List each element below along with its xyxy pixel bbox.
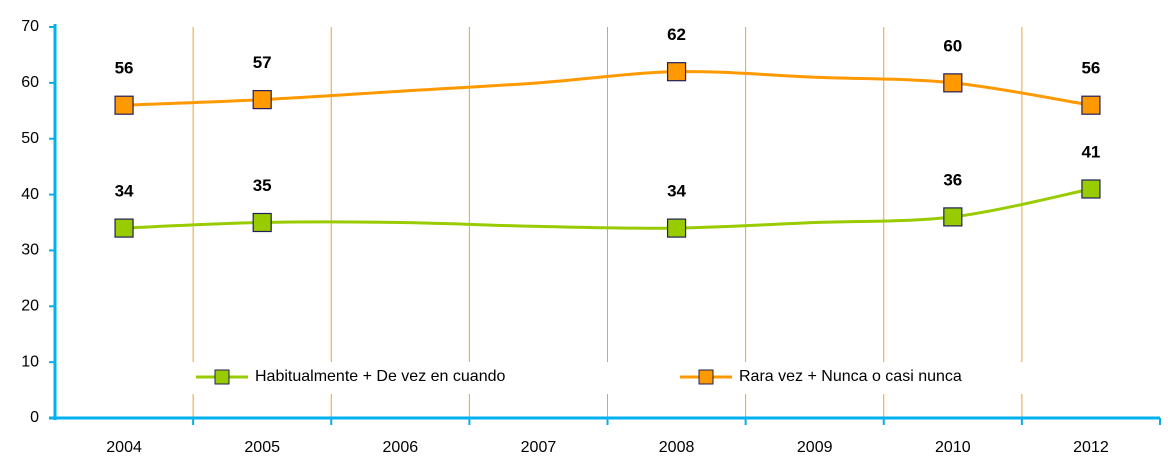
data-label: 60 — [943, 36, 962, 55]
marker — [666, 218, 687, 238]
x-tick-label: 2007 — [521, 439, 557, 456]
legend-marker — [214, 369, 230, 385]
y-tick-label: 10 — [21, 353, 39, 370]
y-tick-label: 60 — [21, 74, 39, 91]
y-tick-label: 40 — [21, 186, 39, 203]
data-label: 62 — [667, 25, 686, 44]
y-tick-label: 0 — [30, 409, 39, 426]
marker — [943, 73, 963, 93]
y-tick-label: 20 — [21, 298, 39, 315]
x-tick-label: 2012 — [1073, 439, 1109, 456]
legend-marker — [698, 369, 714, 385]
marker — [666, 62, 687, 82]
series-line — [124, 187, 1092, 230]
legend: Habitualmente + De vez en cuando Rara vez… — [190, 362, 1050, 394]
x-tick-label: 2009 — [797, 439, 833, 456]
data-label: 57 — [253, 53, 272, 72]
data-label: 56 — [1081, 59, 1100, 78]
marker — [114, 95, 134, 115]
x-tick-label: 2010 — [935, 439, 971, 456]
data-label: 35 — [253, 176, 272, 195]
x-tick-label: 2006 — [383, 439, 419, 456]
y-tick-label: 70 — [21, 18, 39, 35]
marker — [252, 90, 272, 110]
x-tick-label: 2004 — [106, 439, 142, 456]
legend-bg — [190, 362, 1050, 394]
x-tick-label: 2005 — [244, 439, 280, 456]
marker — [114, 218, 134, 238]
data-label: 56 — [115, 59, 134, 78]
data-label: 34 — [115, 182, 134, 201]
x-tick-label: 2008 — [659, 439, 695, 456]
legend-label: Habitualmente + De vez en cuando — [255, 368, 505, 385]
data-label: 41 — [1081, 142, 1100, 161]
marker — [1081, 179, 1101, 199]
marker — [1081, 95, 1101, 115]
series-line — [124, 70, 1092, 107]
data-label: 36 — [943, 170, 962, 189]
data-label: 34 — [667, 182, 686, 201]
marker — [943, 207, 963, 227]
legend-label: Rara vez + Nunca o casi nunca — [739, 368, 962, 385]
y-tick-label: 30 — [21, 242, 39, 259]
y-tick-label: 50 — [21, 130, 39, 147]
marker — [252, 212, 272, 233]
